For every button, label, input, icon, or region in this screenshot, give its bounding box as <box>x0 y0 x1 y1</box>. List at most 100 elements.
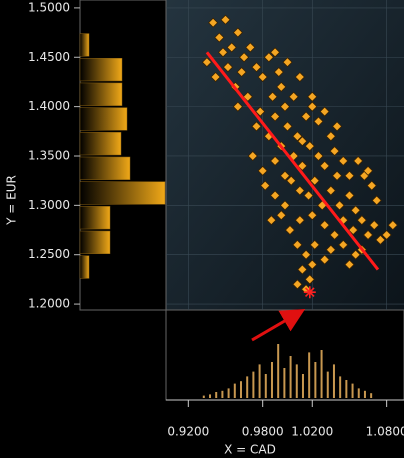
point <box>350 249 361 260</box>
point <box>309 175 320 186</box>
y-tick-label: 1.5000 <box>28 0 70 14</box>
y-tick-label: 1.4500 <box>28 50 70 64</box>
point <box>387 220 398 231</box>
point <box>338 155 349 166</box>
point <box>319 106 330 117</box>
point <box>284 224 296 236</box>
fit-line <box>205 51 380 271</box>
point <box>369 220 380 231</box>
point <box>279 200 291 211</box>
point <box>232 101 243 112</box>
point <box>344 190 355 201</box>
point <box>344 259 355 270</box>
y-tick-label: 1.2000 <box>28 297 70 311</box>
point <box>319 254 330 265</box>
point <box>217 47 229 58</box>
point <box>210 71 221 83</box>
x-hist-bar <box>227 388 230 398</box>
x-hist-bar <box>357 388 360 398</box>
point <box>270 155 281 166</box>
point <box>276 210 287 221</box>
point <box>279 101 291 112</box>
point <box>297 264 308 275</box>
point <box>309 239 320 250</box>
point <box>251 62 262 73</box>
point <box>307 91 318 102</box>
point <box>226 42 237 53</box>
x-hist-bar <box>326 371 329 398</box>
x-hist-bar <box>239 381 242 398</box>
x-hist-bar <box>363 390 366 398</box>
x-hist-bar <box>289 356 292 398</box>
point <box>239 52 250 63</box>
point <box>266 215 277 226</box>
point <box>353 155 364 166</box>
x-hist-bar <box>258 364 261 398</box>
point <box>282 57 293 68</box>
point <box>292 131 303 142</box>
x-hist-bar <box>283 368 286 398</box>
point <box>288 91 299 102</box>
point <box>325 131 336 142</box>
point <box>257 71 268 83</box>
point <box>307 101 318 112</box>
point <box>319 220 330 231</box>
plot-area <box>166 0 404 310</box>
x-hist-bar <box>221 390 224 398</box>
point <box>304 274 315 285</box>
point <box>201 57 212 68</box>
y-hist-bar <box>79 58 123 82</box>
point <box>338 239 349 250</box>
x-hist-bar <box>314 362 317 398</box>
point <box>331 121 343 132</box>
point <box>313 150 324 162</box>
point <box>301 249 312 260</box>
point <box>371 195 382 206</box>
x-tick-label: 0.9800 <box>242 425 284 439</box>
y-hist-bar <box>79 255 90 279</box>
x-hist-bar <box>370 393 373 398</box>
point <box>294 185 305 196</box>
point <box>257 165 268 176</box>
highlight-point <box>303 286 316 299</box>
point <box>344 170 355 181</box>
x-hist-bar <box>215 392 218 398</box>
x-hist-bar <box>332 364 335 398</box>
x-tick-label: 0.9200 <box>167 425 209 439</box>
point <box>270 47 281 58</box>
point <box>245 42 256 53</box>
y-hist-bar <box>79 107 128 131</box>
x-hist-bar <box>345 380 348 398</box>
point <box>286 175 297 186</box>
point <box>214 32 225 43</box>
x-hist-bar <box>233 383 236 398</box>
x-hist-bar <box>320 350 323 398</box>
point <box>270 111 281 122</box>
y-tick-label: 1.2500 <box>28 247 70 261</box>
point <box>273 67 284 78</box>
point <box>222 62 234 73</box>
point <box>334 200 345 211</box>
point <box>260 180 271 191</box>
x-hist-bar <box>270 362 273 398</box>
x-hist-bar <box>252 371 255 398</box>
x-hist-bar <box>202 395 205 398</box>
point <box>350 205 361 216</box>
point <box>307 210 318 221</box>
point <box>247 150 258 162</box>
point <box>366 180 377 191</box>
point <box>270 190 281 201</box>
point <box>301 111 312 122</box>
point <box>329 145 340 157</box>
point <box>304 141 315 152</box>
point <box>276 81 287 92</box>
y-hist-bar <box>79 206 111 230</box>
point <box>208 17 219 28</box>
x-tick-label: 1.0800 <box>366 425 404 439</box>
point <box>282 121 293 132</box>
point <box>362 165 374 176</box>
point <box>232 27 243 38</box>
x-hist-bar <box>277 344 280 398</box>
x-axis-label: X = CAD <box>224 443 276 457</box>
